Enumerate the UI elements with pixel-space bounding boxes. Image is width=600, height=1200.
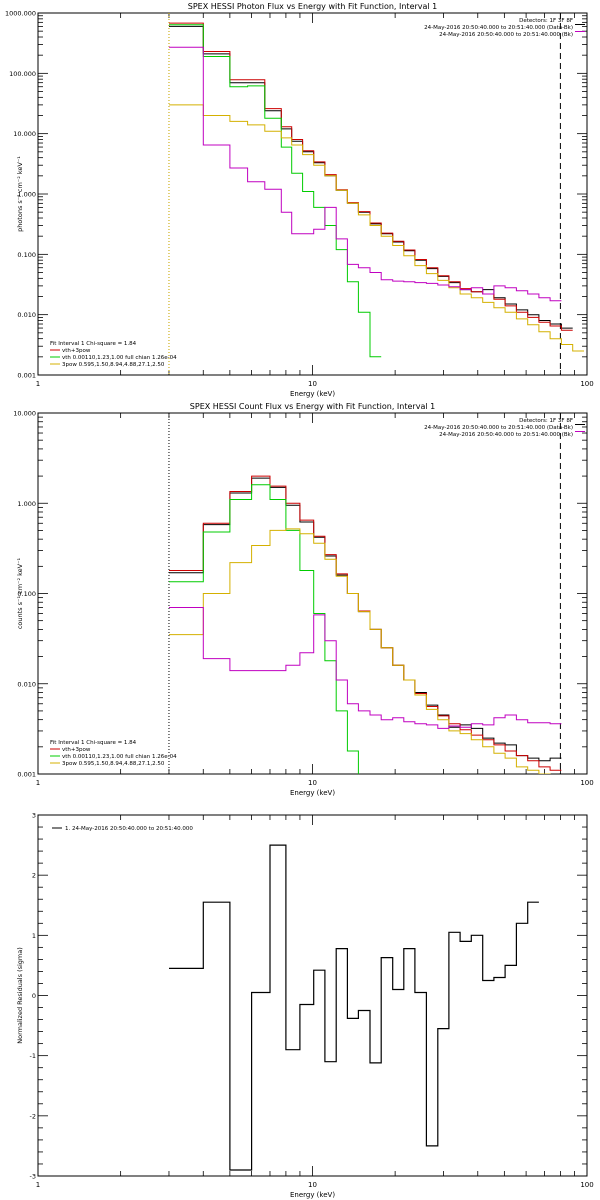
y-tick-label: 1.000 <box>17 500 36 508</box>
y-tick-label: 100.000 <box>9 70 36 78</box>
x-tick-label: 100 <box>580 380 593 388</box>
series-3-histogram <box>169 528 551 774</box>
header-text-2: 24-May-2016 20:50:40.000 to 20:51:40.000… <box>439 32 573 38</box>
x-tick-label: 10 <box>308 779 317 787</box>
series-0-histogram <box>169 25 573 329</box>
y-axis-label: counts s⁻¹ cm⁻² keV⁻¹ <box>16 557 24 629</box>
header-text-0: Detectors: 1F 3F 8F <box>519 418 573 424</box>
header-text-2: 24-May-2016 20:50:40.000 to 20:51:40.000… <box>439 432 573 438</box>
x-tick-label: 1 <box>36 779 40 787</box>
series-2-histogram <box>169 484 359 774</box>
y-tick-label: 10.000 <box>13 410 36 418</box>
y-tick-label: 0.010 <box>17 311 36 319</box>
y-tick-label: 0.001 <box>17 372 36 380</box>
y-tick-label: 2 <box>32 872 36 880</box>
y-tick-label: -1 <box>30 1052 36 1060</box>
x-tick-label: 10 <box>308 1181 317 1189</box>
x-axis-label: Energy (keV) <box>290 1191 335 1199</box>
plot-frame <box>37 814 588 1177</box>
fit-text-3: 3pow 0.595,1.50,8.94,4.88,27.1,2.50 <box>62 362 165 368</box>
y-tick-label: 0.100 <box>17 251 36 259</box>
plot-frame <box>37 12 588 376</box>
legend-text: 1. 24-May-2016 20:50:40.000 to 20:51:40.… <box>65 826 193 832</box>
y-tick-label: 1 <box>32 932 36 940</box>
fit-text-2: vth 0.00110,1.23,1.00 full chian 1.26e-0… <box>62 355 177 361</box>
y-tick-label: 10.000 <box>13 130 36 138</box>
y-tick-label: -3 <box>30 1173 36 1181</box>
residuals-panel: 1 10 100 Energy (keV) -3 -2 -1 0 1 2 3 Normalized R… <box>16 812 594 1200</box>
header-text-1: 24-May-2016 20:50:40.000 to 20:51:40.000… <box>424 425 573 431</box>
x-axis-label: Energy (keV) <box>290 789 335 797</box>
chart-title: SPEX HESSI Photon Flux vs Energy with Fi… <box>188 2 438 11</box>
y-tick-label: 1000.000 <box>5 10 36 18</box>
x-tick-label: 1 <box>36 1181 40 1189</box>
y-tick-label: 0.100 <box>17 590 36 598</box>
y-tick-label: 0.001 <box>17 771 36 779</box>
photon-flux-panel: SPEX HESSI Photon Flux vs Energy with Fi… <box>5 2 594 398</box>
header-text-1: 24-May-2016 20:50:40.000 to 20:51:40.000… <box>424 25 573 31</box>
fit-text-0: Fit Interval 1 Chi-square = 1.84 <box>50 740 137 746</box>
series-0-histogram <box>169 844 539 1171</box>
series-0-histogram <box>169 477 562 762</box>
count-flux-panel: SPEX HESSI Count Flux vs Energy with Fit… <box>13 402 593 797</box>
fit-text-3: 3pow 0.595,1.50,8.94,4.88,27.1,2.50 <box>62 761 165 767</box>
chart-title: SPEX HESSI Count Flux vs Energy with Fit… <box>190 402 435 411</box>
series-4-histogram <box>169 46 562 302</box>
x-axis-label: Energy (keV) <box>290 390 335 398</box>
series-3-histogram <box>169 104 584 352</box>
x-tick-label: 1 <box>36 380 40 388</box>
x-tick-label: 100 <box>580 1181 593 1189</box>
fit-text-1: vth+3pow <box>62 747 91 753</box>
series-1-histogram <box>169 475 562 771</box>
fit-text-0: Fit Interval 1 Chi-square = 1.84 <box>50 341 137 347</box>
y-axis-label: Normalized Residuals (sigma) <box>16 947 24 1044</box>
fit-text-2: vth 0.00110,1.23,1.00 full chian 1.26e-0… <box>62 754 177 760</box>
y-tick-label: 0 <box>32 992 36 1000</box>
series-2-histogram <box>169 24 382 358</box>
fit-text-1: vth+3pow <box>62 348 91 354</box>
header-text-0: Detectors: 1F 3F 8F <box>519 18 573 24</box>
y-tick-label: 0.010 <box>17 680 36 688</box>
plot-frame <box>37 412 588 775</box>
y-tick-label: 1.000 <box>17 191 36 199</box>
y-tick-label: 3 <box>32 812 36 820</box>
x-tick-label: 100 <box>580 779 593 787</box>
y-tick-label: -2 <box>30 1112 36 1120</box>
x-tick-label: 10 <box>308 380 317 388</box>
y-axis-label: photons s⁻¹ cm⁻² keV⁻¹ <box>16 156 24 232</box>
series-1-histogram <box>169 22 573 331</box>
series-4-histogram <box>169 607 562 729</box>
